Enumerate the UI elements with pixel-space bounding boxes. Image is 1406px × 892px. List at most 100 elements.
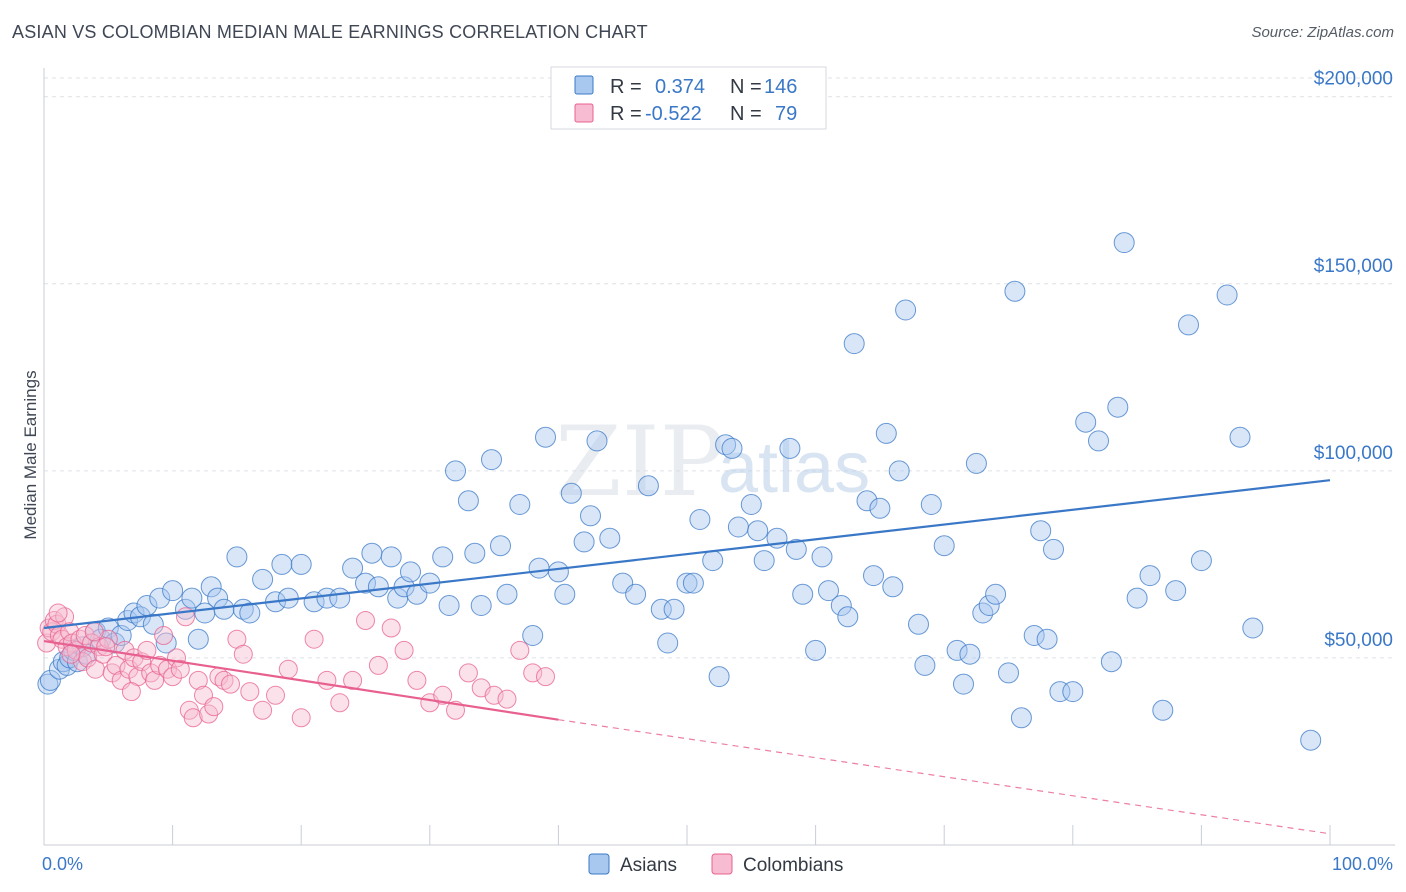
asian-point-48 xyxy=(400,561,421,583)
asian-point-41 xyxy=(342,557,364,579)
colombian-point-65 xyxy=(433,685,453,705)
bottom-legend-label-asians: Asians xyxy=(620,855,677,876)
asian-point-91 xyxy=(792,583,814,605)
asian-point-93 xyxy=(811,546,833,568)
y-tick-labels: $50,000 $100,000 $150,000 $200,000 xyxy=(1314,69,1393,651)
asian-point-65 xyxy=(554,583,576,605)
asian-point-33 xyxy=(252,568,274,590)
asian-point-110 xyxy=(953,673,974,695)
asian-point-122 xyxy=(1043,538,1064,560)
legend-n-value-asians: 146 xyxy=(764,76,797,98)
asian-point-95 xyxy=(830,595,852,616)
asian-point-104 xyxy=(895,299,917,321)
asian-point-112 xyxy=(965,452,987,474)
colombian-point-56 xyxy=(317,670,337,690)
stats-legend: R = 0.374 N = 146 R = -0.522 N = 79 xyxy=(550,66,827,130)
colombian-point-72 xyxy=(523,663,543,683)
y-tick-label-2: $150,000 xyxy=(1314,256,1393,277)
asian-point-124 xyxy=(1062,681,1084,703)
asian-point-29 xyxy=(213,598,235,620)
bottom-legend-swatch-asians xyxy=(588,853,610,875)
x-tick-label-0: 0.0% xyxy=(42,854,83,874)
asian-point-24 xyxy=(181,587,203,609)
y-tick-label-3: $200,000 xyxy=(1314,69,1393,90)
asian-point-22 xyxy=(162,580,184,602)
asian-point-66 xyxy=(560,482,582,504)
asian-point-137 xyxy=(1300,729,1322,751)
asian-point-82 xyxy=(715,434,737,456)
legend-n-value-colombians: 79 xyxy=(775,103,797,125)
y-tick-label-0: $50,000 xyxy=(1324,630,1393,651)
colombian-point-37 xyxy=(170,659,190,679)
asian-point-125 xyxy=(1075,411,1097,433)
asian-point-105 xyxy=(908,613,929,635)
bottom-legend: Asians Colombians xyxy=(588,853,843,876)
asian-point-61 xyxy=(522,625,544,646)
colombian-trend-extension xyxy=(558,719,1331,835)
asian-point-97 xyxy=(843,333,865,355)
asian-point-100 xyxy=(869,497,891,519)
asian-point-94 xyxy=(818,580,839,602)
asian-point-72 xyxy=(625,583,647,605)
asian-point-102 xyxy=(882,576,904,598)
colombian-point-58 xyxy=(343,670,363,690)
legend-r-label-asians: R = xyxy=(610,76,642,98)
asian-point-19 xyxy=(142,613,164,635)
asian-point-99 xyxy=(863,565,884,587)
colombian-point-40 xyxy=(183,708,203,728)
asian-point-57 xyxy=(481,449,502,471)
colombian-point-59 xyxy=(356,611,375,630)
asian-point-52 xyxy=(438,595,460,616)
asian-point-106 xyxy=(914,654,936,676)
asian-point-80 xyxy=(702,550,724,572)
colombian-point-52 xyxy=(266,685,285,705)
asian-point-84 xyxy=(727,516,749,538)
bottom-legend-swatch-colombians xyxy=(711,853,733,875)
colombian-point-57 xyxy=(330,693,350,713)
asian-point-139 xyxy=(1139,565,1161,587)
asian-point-78 xyxy=(682,572,704,594)
asian-point-135 xyxy=(1229,426,1251,448)
asian-point-134 xyxy=(1216,284,1238,306)
asian-point-39 xyxy=(316,587,338,609)
asian-point-98 xyxy=(856,490,878,512)
x-tick-label-1: 100.0% xyxy=(1332,854,1393,874)
asian-point-96 xyxy=(837,606,859,628)
bottom-legend-label-colombians: Colombians xyxy=(743,855,843,876)
asian-point-56 xyxy=(470,595,492,616)
asian-point-43 xyxy=(361,542,383,564)
y-axis-label: Median Male Earnings xyxy=(21,370,40,539)
asian-point-76 xyxy=(663,598,685,620)
chart-title: ASIAN VS COLOMBIAN MEDIAN MALE EARNINGS … xyxy=(12,22,648,42)
asian-point-123 xyxy=(1049,681,1071,703)
asian-point-138 xyxy=(1165,580,1187,602)
colombian-point-31 xyxy=(145,670,165,690)
colombian-point-76 xyxy=(61,644,81,664)
axes xyxy=(43,68,1395,846)
asian-point-67 xyxy=(573,531,595,553)
colombian-point-35 xyxy=(163,667,183,687)
colombian-point-54 xyxy=(291,708,311,728)
asian-point-81 xyxy=(708,666,730,688)
asian-point-0 xyxy=(37,673,59,695)
asian-point-74 xyxy=(650,598,672,620)
grid-lines xyxy=(44,77,1395,659)
asian-point-111 xyxy=(959,643,981,665)
asian-point-131 xyxy=(1152,699,1174,721)
asian-point-45 xyxy=(380,546,402,568)
colombian-point-46 xyxy=(214,670,234,690)
watermark-zip: ZIP xyxy=(555,406,724,518)
colombian-point-33 xyxy=(154,626,174,645)
colombian-point-9 xyxy=(60,622,80,642)
asian-point-53 xyxy=(445,460,466,482)
colombian-point-74 xyxy=(96,637,116,657)
colombian-point-51 xyxy=(253,700,273,720)
data-points xyxy=(37,232,1322,751)
colombian-point-41 xyxy=(188,670,208,690)
colombian-point-53 xyxy=(278,659,298,679)
colombian-point-60 xyxy=(368,655,388,675)
asian-point-101 xyxy=(875,422,897,444)
asian-point-136 xyxy=(1242,617,1264,639)
colombian-point-66 xyxy=(446,700,465,720)
colombian-point-70 xyxy=(497,689,517,709)
